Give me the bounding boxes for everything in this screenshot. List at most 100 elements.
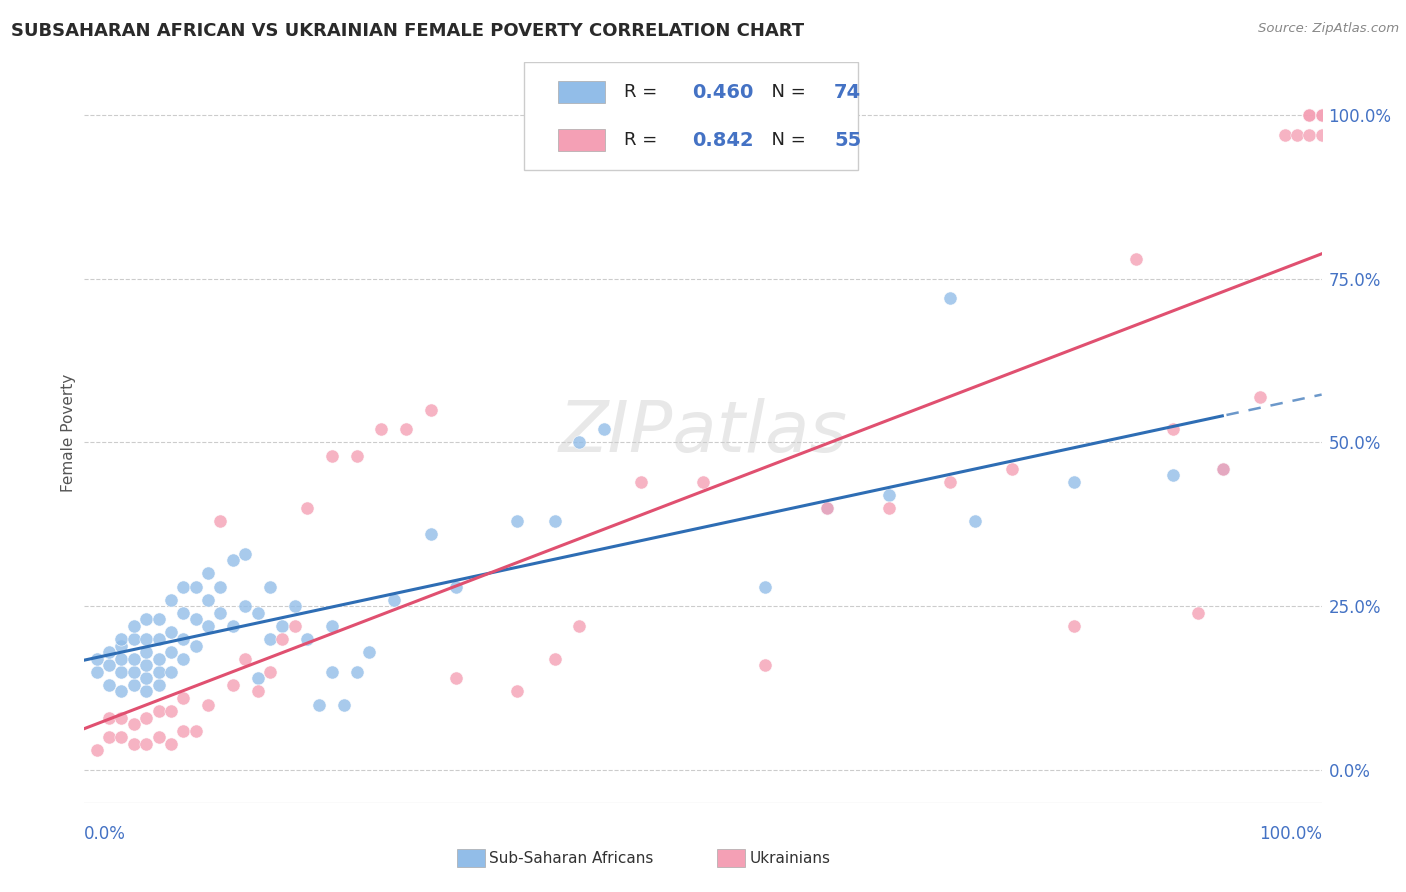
Point bbox=[110, 711, 132, 725]
Point bbox=[506, 684, 529, 698]
Point bbox=[160, 645, 183, 659]
Point bbox=[98, 658, 121, 673]
Point bbox=[122, 717, 145, 731]
Point bbox=[98, 645, 121, 659]
Point bbox=[284, 599, 307, 614]
Point bbox=[259, 632, 281, 646]
Point bbox=[284, 619, 307, 633]
Point bbox=[295, 632, 318, 646]
Point bbox=[110, 639, 132, 653]
Point bbox=[233, 547, 256, 561]
Text: ZIPatlas: ZIPatlas bbox=[558, 398, 848, 467]
Point bbox=[172, 651, 194, 665]
Point bbox=[172, 632, 194, 646]
Point bbox=[506, 514, 529, 528]
Point bbox=[184, 723, 207, 738]
FancyBboxPatch shape bbox=[558, 129, 605, 152]
Point bbox=[233, 651, 256, 665]
Point bbox=[98, 711, 121, 725]
Text: 0.0%: 0.0% bbox=[84, 825, 127, 843]
Point bbox=[197, 566, 219, 581]
Point bbox=[568, 435, 591, 450]
Point bbox=[1212, 461, 1234, 475]
Point bbox=[630, 475, 652, 489]
Point bbox=[197, 698, 219, 712]
Text: R =: R = bbox=[624, 83, 662, 101]
Point bbox=[222, 553, 245, 567]
Point bbox=[233, 599, 256, 614]
Point bbox=[370, 422, 392, 436]
Point bbox=[1063, 475, 1085, 489]
Point bbox=[965, 514, 987, 528]
Point bbox=[135, 645, 157, 659]
Point bbox=[444, 671, 467, 685]
Point bbox=[1187, 606, 1209, 620]
Point bbox=[321, 619, 343, 633]
Point bbox=[98, 731, 121, 745]
Text: 100.0%: 100.0% bbox=[1258, 825, 1322, 843]
FancyBboxPatch shape bbox=[558, 81, 605, 103]
Point bbox=[135, 671, 157, 685]
Point bbox=[1125, 252, 1147, 266]
Point bbox=[259, 665, 281, 679]
Point bbox=[419, 402, 441, 417]
Text: Sub-Saharan Africans: Sub-Saharan Africans bbox=[489, 851, 654, 865]
Point bbox=[1161, 422, 1184, 436]
Point bbox=[1161, 468, 1184, 483]
Point bbox=[1298, 128, 1320, 142]
Point bbox=[135, 612, 157, 626]
Point bbox=[148, 632, 170, 646]
Point bbox=[295, 500, 318, 515]
Point bbox=[172, 690, 194, 705]
Point bbox=[122, 619, 145, 633]
Text: 0.842: 0.842 bbox=[692, 130, 754, 150]
Point bbox=[815, 500, 838, 515]
Point bbox=[122, 632, 145, 646]
Text: Ukrainians: Ukrainians bbox=[749, 851, 831, 865]
Point bbox=[271, 619, 294, 633]
Point bbox=[1310, 108, 1333, 122]
Point bbox=[382, 592, 405, 607]
Point bbox=[815, 500, 838, 515]
Point bbox=[160, 737, 183, 751]
Point bbox=[110, 632, 132, 646]
Point bbox=[110, 684, 132, 698]
Point bbox=[222, 678, 245, 692]
Point bbox=[568, 619, 591, 633]
Point bbox=[86, 665, 108, 679]
Point bbox=[135, 711, 157, 725]
Point bbox=[877, 488, 900, 502]
Point bbox=[86, 651, 108, 665]
Point bbox=[160, 665, 183, 679]
Point bbox=[939, 475, 962, 489]
Text: 74: 74 bbox=[834, 83, 862, 102]
Point bbox=[1310, 128, 1333, 142]
Point bbox=[593, 422, 616, 436]
Point bbox=[122, 737, 145, 751]
Point bbox=[692, 475, 714, 489]
Point bbox=[1063, 619, 1085, 633]
Point bbox=[543, 651, 565, 665]
Point bbox=[98, 678, 121, 692]
Point bbox=[122, 665, 145, 679]
Point bbox=[135, 658, 157, 673]
Point bbox=[135, 737, 157, 751]
Point bbox=[122, 651, 145, 665]
Point bbox=[246, 606, 269, 620]
Point bbox=[222, 619, 245, 633]
Point bbox=[110, 651, 132, 665]
Text: R =: R = bbox=[624, 131, 662, 149]
Point bbox=[135, 684, 157, 698]
Point bbox=[197, 592, 219, 607]
Point bbox=[160, 592, 183, 607]
Point bbox=[197, 619, 219, 633]
Point bbox=[86, 743, 108, 757]
Point bbox=[148, 651, 170, 665]
Point bbox=[172, 723, 194, 738]
Point bbox=[209, 514, 232, 528]
Point bbox=[184, 639, 207, 653]
Text: 55: 55 bbox=[834, 130, 862, 150]
Point bbox=[346, 665, 368, 679]
Point bbox=[209, 580, 232, 594]
Point bbox=[135, 632, 157, 646]
